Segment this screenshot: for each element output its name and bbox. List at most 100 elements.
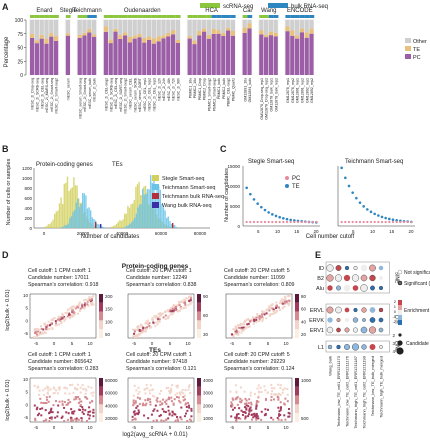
- panel-d-density-cell: [283, 414, 286, 417]
- panel-d-density-cell: [60, 416, 63, 419]
- panel-e-dot: [369, 274, 376, 282]
- panel-b-ytick-label: 0: [29, 226, 32, 231]
- panel-e-dot: [361, 344, 367, 350]
- panel-a-yaxis: 0 25 50 75 100: [15, 18, 27, 79]
- panel-d-density-cell: [235, 390, 238, 393]
- panel-d-density-cell: [74, 418, 77, 421]
- panel-d-density-cell: [92, 303, 95, 306]
- panel-a-bar-pc: [161, 38, 166, 75]
- panel-d-density-cell: [288, 408, 291, 411]
- panel-a-sample-label: mESC_2i_CEL-seq2: [105, 78, 109, 111]
- panel-d-density-cell: [248, 320, 251, 323]
- panel-d-density-cell: [284, 295, 287, 298]
- panel-d-density-cell: [176, 304, 179, 307]
- panel-d-density-cell: [87, 410, 90, 413]
- panel-d-density-cell: [36, 414, 39, 417]
- panel-d-xtick-label: 10: [185, 425, 191, 430]
- panel-a-type-bar: [123, 15, 128, 18]
- panel-d-density-cell: [158, 315, 161, 318]
- panel-d-colorscale-step: [99, 320, 103, 330]
- panel-c-point-te: [395, 219, 398, 222]
- panel-d-density-cell: [240, 329, 243, 332]
- panel-d-density-cell: [33, 404, 36, 407]
- panel-d-colorscale-step: [99, 404, 103, 414]
- panel-d-density-cell: [136, 396, 139, 399]
- panel-d-density-cell: [234, 328, 237, 331]
- panel-d-density-cell: [181, 389, 184, 392]
- panel-d-density-cell: [174, 393, 177, 396]
- panel-d-density-cell: [92, 411, 95, 414]
- panel-d-density-cell: [75, 419, 78, 422]
- panel-a-bar-other: [161, 20, 166, 36]
- panel-d-density-cell: [260, 391, 263, 394]
- panel-d-density-cell: [174, 308, 177, 311]
- panel-b-bar-teichmann-te: [162, 207, 165, 228]
- panel-a-type-bar: [197, 15, 202, 18]
- panel-d-density-cell: [45, 401, 48, 404]
- panel-b-bar-stegle-te: [119, 220, 121, 228]
- panel-d-density-cell: [86, 397, 89, 400]
- panel-b-legend-label: Teichmann Smart-seq: [162, 185, 216, 191]
- panel-a-bar-te: [166, 32, 171, 37]
- panel-e-dot: [335, 306, 342, 314]
- panel-a-bar-other: [132, 20, 137, 36]
- panel-a-type-bar: [221, 15, 226, 18]
- panel-d-density-cell: [261, 311, 264, 314]
- panel-a-sample-label: PBMC_CEL-seq2: [227, 78, 231, 106]
- panel-d-density-cell: [46, 385, 49, 388]
- panel-d-ytick-label: 10: [23, 377, 29, 382]
- panel-d-density-cell: [180, 406, 183, 409]
- panel-b-bar-stegle-pc: [86, 216, 88, 228]
- panel-d-density-cell: [190, 297, 193, 300]
- panel-d-density-cell: [61, 314, 64, 317]
- panel-d-xtick-label: 10: [87, 341, 93, 346]
- panel-d-density-cell: [64, 311, 67, 314]
- panel-e-column-label: Teichmann_high_TE_bulk_merged: [379, 356, 384, 418]
- panel-d-density-cell: [36, 336, 39, 338]
- panel-d-colorscale-label: 20: [301, 332, 307, 337]
- panel-d-density-cell: [235, 328, 238, 331]
- panel-d-density-cell: [137, 392, 140, 395]
- panel-d-density-cell: [175, 384, 178, 387]
- panel-d-stat-line: Cell cutoff: 20 CPM cutoff: 5: [224, 352, 290, 358]
- panel-d-density-cell: [245, 326, 248, 329]
- panel-d-density-cell: [40, 325, 43, 328]
- panel-d-density-cell: [253, 415, 256, 418]
- panel-d-density-cell: [160, 419, 163, 422]
- panel-d-density-cell: [257, 395, 260, 398]
- panel-d-density-cell: [264, 408, 267, 411]
- panel-a-bar-pc: [268, 35, 273, 75]
- panel-d-density-cell: [136, 326, 139, 329]
- panel-d-density-cell: [288, 302, 291, 305]
- panel-d-density-cell: [150, 413, 153, 416]
- panel-a-bar-other: [92, 20, 97, 35]
- panel-d-density-cell: [37, 330, 40, 333]
- panel-a-sample-label: mESC_2i_CEL_rep1: [143, 78, 147, 111]
- panel-a-bar-other: [192, 20, 197, 41]
- panel-d-ytick-label: -5: [24, 415, 28, 420]
- panel-a-type-bar: [216, 15, 222, 18]
- panel-a-bar-other: [216, 20, 221, 31]
- panel-e-dot: [343, 284, 351, 292]
- panel-e-dot: [336, 285, 341, 291]
- bulk-legend-label: bulk RNA-seq: [291, 4, 328, 10]
- panel-d-xtick-label: 0: [53, 341, 56, 346]
- panel-a-bar-other: [309, 20, 314, 29]
- panel-d-density-cell: [286, 400, 289, 403]
- panel-d-density-cell: [72, 311, 75, 314]
- panel-d-density-cell: [37, 328, 40, 331]
- panel-d-density-cell: [171, 414, 174, 417]
- panel-d-density-cell: [72, 305, 75, 308]
- panel-d-density-cell: [55, 400, 58, 403]
- panel-d-density-cell: [38, 333, 41, 336]
- panel-d-density-cell: [233, 406, 236, 409]
- panel-d-density-cell: [133, 336, 136, 338]
- panel-d-density-cell: [145, 383, 148, 386]
- panel-d-density-cell: [54, 320, 57, 323]
- panel-d-density-cell: [247, 322, 250, 325]
- panel-a-bar-other: [108, 20, 113, 40]
- panel-c-xtick-label: 20: [408, 229, 414, 234]
- panel-c-point-pc: [267, 220, 270, 224]
- panel-d-xtick-label: 0: [249, 425, 252, 430]
- panel-d-stat-line: Candidate number: 97418: [126, 359, 187, 365]
